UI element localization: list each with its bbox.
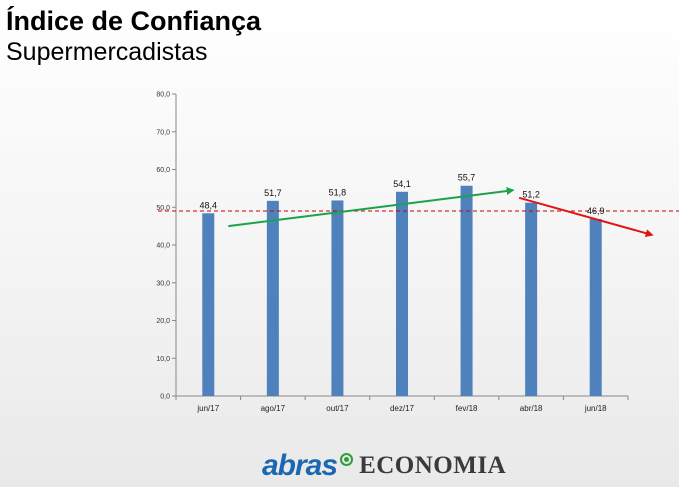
bar (266, 200, 279, 396)
y-tick-label: 50,0 (156, 205, 170, 212)
y-tick-label: 30,0 (156, 280, 170, 287)
y-tick-label: 80,0 (156, 92, 170, 99)
y-tick-label: 10,0 (156, 356, 170, 363)
title-block: Índice de Confiança Supermercadistas (6, 4, 261, 66)
bar (331, 200, 344, 396)
y-tick-label: 70,0 (156, 129, 170, 136)
x-tick-label: jun/18 (584, 404, 607, 413)
x-tick-label: ago/17 (261, 404, 286, 413)
x-tick-label: abr/18 (520, 404, 543, 413)
data-label: 51,8 (329, 187, 347, 197)
x-tick-label: fev/18 (456, 404, 478, 413)
data-label: 55,7 (458, 173, 476, 183)
abras-logo-text: abras (262, 449, 338, 482)
x-tick-label: dez/17 (390, 404, 415, 413)
section-name: ECONOMIA (359, 452, 507, 479)
registered-mark-icon (340, 452, 354, 466)
y-tick-label: 60,0 (156, 167, 170, 174)
page-subtitle: Supermercadistas (6, 38, 208, 66)
x-tick-label: out/17 (326, 404, 349, 413)
data-label: 54,1 (393, 179, 411, 189)
y-tick-label: 0,0 (160, 394, 170, 401)
data-label: 46,9 (587, 206, 605, 216)
data-label: 48,4 (200, 200, 218, 210)
page-title: Índice de Confiança (6, 6, 262, 36)
bar (202, 213, 215, 396)
data-label: 51,7 (264, 188, 282, 198)
bar (589, 218, 602, 396)
bar (460, 185, 473, 396)
y-tick-label: 40,0 (156, 243, 170, 250)
footer-logo: abras ECONOMIA (262, 448, 506, 484)
x-tick-label: jun/17 (196, 404, 219, 413)
trend-down-arrow (518, 196, 654, 238)
y-tick-label: 20,0 (156, 318, 170, 325)
bar (525, 202, 538, 396)
data-label: 51,2 (522, 190, 540, 200)
trend-up-arrow (228, 187, 515, 228)
bar (396, 191, 408, 396)
